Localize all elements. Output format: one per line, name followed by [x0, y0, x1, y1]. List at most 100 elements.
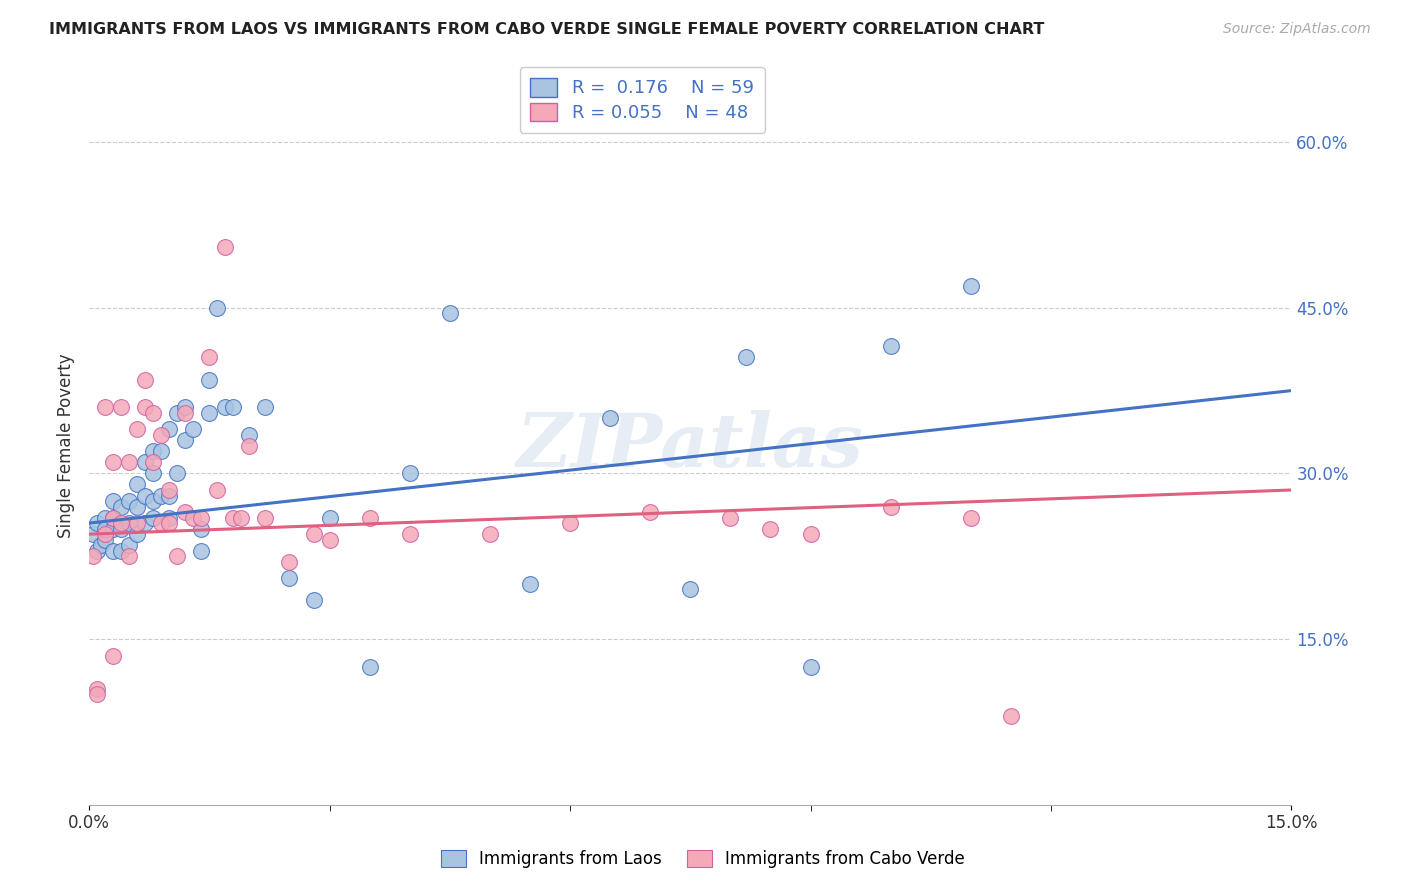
- Point: [959, 510, 981, 524]
- Point: [134, 516, 156, 530]
- Point: [127, 500, 149, 514]
- Point: [118, 494, 141, 508]
- Point: [174, 505, 197, 519]
- Point: [679, 582, 702, 597]
- Point: [799, 659, 821, 673]
- Point: [879, 500, 901, 514]
- Point: [157, 489, 180, 503]
- Point: [127, 516, 149, 530]
- Point: [142, 444, 165, 458]
- Point: [278, 555, 301, 569]
- Point: [190, 543, 212, 558]
- Point: [86, 516, 108, 530]
- Point: [94, 400, 117, 414]
- Point: [101, 494, 124, 508]
- Point: [127, 477, 149, 491]
- Point: [879, 339, 901, 353]
- Point: [101, 510, 124, 524]
- Point: [599, 411, 621, 425]
- Point: [82, 527, 104, 541]
- Point: [94, 533, 117, 547]
- Text: Source: ZipAtlas.com: Source: ZipAtlas.com: [1223, 22, 1371, 37]
- Point: [150, 516, 173, 530]
- Point: [142, 467, 165, 481]
- Point: [190, 510, 212, 524]
- Point: [638, 505, 661, 519]
- Point: [101, 510, 124, 524]
- Point: [231, 510, 253, 524]
- Point: [222, 510, 245, 524]
- Point: [718, 510, 741, 524]
- Point: [278, 571, 301, 585]
- Point: [359, 510, 381, 524]
- Point: [101, 543, 124, 558]
- Point: [134, 400, 156, 414]
- Point: [519, 577, 541, 591]
- Point: [166, 406, 188, 420]
- Point: [222, 400, 245, 414]
- Point: [238, 439, 260, 453]
- Point: [110, 500, 132, 514]
- Legend: Immigrants from Laos, Immigrants from Cabo Verde: Immigrants from Laos, Immigrants from Ca…: [433, 842, 973, 877]
- Point: [959, 278, 981, 293]
- Point: [94, 527, 117, 541]
- Point: [150, 427, 173, 442]
- Point: [174, 400, 197, 414]
- Point: [94, 510, 117, 524]
- Point: [101, 648, 124, 663]
- Point: [735, 351, 758, 365]
- Point: [181, 422, 204, 436]
- Point: [157, 422, 180, 436]
- Text: ZIPatlas: ZIPatlas: [517, 409, 863, 482]
- Point: [207, 483, 229, 497]
- Point: [398, 467, 420, 481]
- Point: [398, 527, 420, 541]
- Point: [238, 427, 260, 442]
- Point: [181, 510, 204, 524]
- Point: [86, 543, 108, 558]
- Point: [198, 373, 221, 387]
- Point: [142, 494, 165, 508]
- Point: [157, 516, 180, 530]
- Point: [302, 527, 325, 541]
- Point: [101, 455, 124, 469]
- Point: [101, 522, 124, 536]
- Point: [207, 301, 229, 315]
- Point: [190, 522, 212, 536]
- Point: [198, 351, 221, 365]
- Point: [318, 510, 340, 524]
- Point: [254, 510, 277, 524]
- Point: [318, 533, 340, 547]
- Point: [134, 455, 156, 469]
- Point: [90, 538, 112, 552]
- Point: [150, 489, 173, 503]
- Text: IMMIGRANTS FROM LAOS VS IMMIGRANTS FROM CABO VERDE SINGLE FEMALE POVERTY CORRELA: IMMIGRANTS FROM LAOS VS IMMIGRANTS FROM …: [49, 22, 1045, 37]
- Point: [174, 406, 197, 420]
- Point: [439, 306, 461, 320]
- Point: [359, 659, 381, 673]
- Point: [166, 549, 188, 564]
- Point: [127, 527, 149, 541]
- Point: [134, 489, 156, 503]
- Point: [94, 522, 117, 536]
- Point: [118, 455, 141, 469]
- Point: [142, 510, 165, 524]
- Point: [214, 400, 236, 414]
- Point: [118, 516, 141, 530]
- Point: [118, 549, 141, 564]
- Point: [157, 483, 180, 497]
- Y-axis label: Single Female Poverty: Single Female Poverty: [58, 353, 75, 538]
- Legend: R =  0.176    N = 59, R = 0.055    N = 48: R = 0.176 N = 59, R = 0.055 N = 48: [520, 67, 765, 133]
- Point: [142, 406, 165, 420]
- Point: [82, 549, 104, 564]
- Point: [174, 434, 197, 448]
- Point: [86, 681, 108, 696]
- Point: [118, 538, 141, 552]
- Point: [110, 543, 132, 558]
- Point: [110, 400, 132, 414]
- Point: [302, 593, 325, 607]
- Point: [799, 527, 821, 541]
- Point: [478, 527, 501, 541]
- Point: [150, 444, 173, 458]
- Point: [134, 373, 156, 387]
